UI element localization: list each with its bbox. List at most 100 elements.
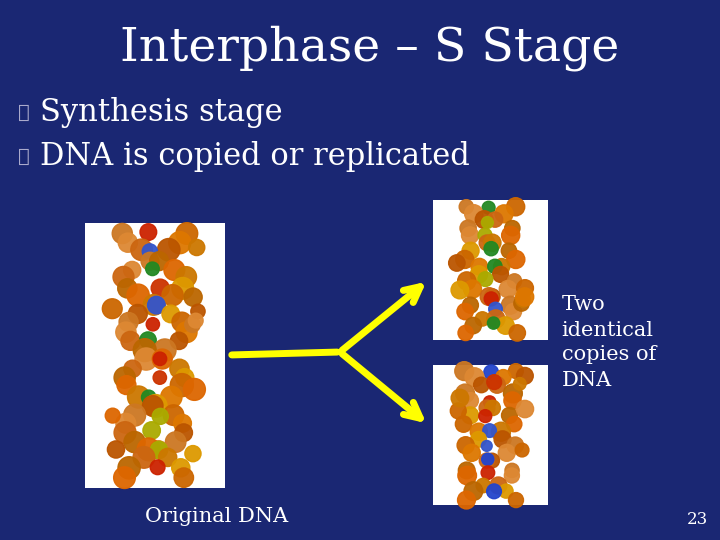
Circle shape	[161, 386, 182, 408]
Circle shape	[456, 251, 474, 268]
Circle shape	[501, 296, 519, 314]
Circle shape	[498, 444, 516, 461]
Circle shape	[505, 220, 520, 236]
Bar	[85, 222, 225, 488]
Circle shape	[464, 280, 482, 298]
Circle shape	[114, 467, 135, 489]
Bar	[433, 200, 547, 340]
Circle shape	[479, 410, 492, 423]
Circle shape	[507, 437, 523, 454]
Circle shape	[113, 266, 134, 287]
Circle shape	[462, 227, 479, 244]
Circle shape	[482, 217, 493, 228]
Circle shape	[487, 310, 505, 328]
Circle shape	[516, 292, 531, 307]
Circle shape	[143, 396, 163, 416]
Circle shape	[485, 453, 500, 468]
Circle shape	[508, 492, 523, 508]
Circle shape	[458, 325, 473, 341]
Circle shape	[176, 222, 198, 244]
Circle shape	[485, 289, 500, 305]
Circle shape	[495, 205, 513, 223]
Circle shape	[470, 266, 487, 283]
Circle shape	[479, 400, 495, 416]
Circle shape	[146, 318, 160, 331]
Circle shape	[141, 252, 159, 270]
Circle shape	[457, 303, 473, 320]
Circle shape	[480, 288, 498, 306]
Circle shape	[184, 288, 202, 306]
Circle shape	[482, 441, 492, 451]
Circle shape	[143, 422, 161, 439]
Circle shape	[176, 322, 197, 342]
Circle shape	[127, 386, 150, 408]
Circle shape	[153, 352, 166, 366]
Circle shape	[117, 376, 136, 395]
Circle shape	[487, 484, 501, 499]
Circle shape	[176, 267, 197, 287]
Circle shape	[163, 405, 184, 426]
Circle shape	[471, 431, 487, 447]
Circle shape	[124, 360, 141, 377]
Circle shape	[464, 205, 483, 223]
Circle shape	[475, 211, 493, 228]
Circle shape	[517, 280, 534, 296]
Circle shape	[475, 312, 490, 326]
Circle shape	[127, 284, 149, 306]
Circle shape	[158, 239, 180, 261]
Circle shape	[499, 280, 516, 298]
Circle shape	[464, 482, 482, 501]
Circle shape	[144, 395, 167, 417]
Circle shape	[480, 235, 495, 251]
Circle shape	[462, 393, 478, 409]
Circle shape	[449, 255, 465, 271]
Circle shape	[482, 453, 494, 465]
Circle shape	[158, 448, 177, 467]
Circle shape	[505, 303, 521, 320]
Circle shape	[490, 477, 507, 494]
Circle shape	[451, 389, 469, 407]
Circle shape	[460, 220, 476, 237]
Circle shape	[148, 296, 165, 314]
Circle shape	[138, 438, 160, 461]
Circle shape	[516, 443, 529, 457]
Circle shape	[150, 460, 165, 475]
Circle shape	[480, 453, 495, 468]
Circle shape	[102, 299, 122, 319]
Circle shape	[484, 234, 501, 251]
Text: ✓: ✓	[18, 104, 30, 122]
Circle shape	[462, 242, 479, 259]
Circle shape	[487, 375, 502, 389]
Circle shape	[175, 424, 192, 442]
Circle shape	[482, 201, 495, 214]
Circle shape	[507, 198, 525, 216]
Circle shape	[484, 396, 496, 408]
Circle shape	[162, 305, 179, 323]
Circle shape	[484, 365, 498, 380]
Circle shape	[151, 279, 169, 297]
Circle shape	[121, 332, 140, 350]
Circle shape	[481, 466, 495, 480]
Circle shape	[114, 367, 135, 388]
Circle shape	[506, 416, 522, 432]
Circle shape	[176, 369, 194, 387]
Circle shape	[508, 363, 523, 379]
Circle shape	[502, 226, 520, 245]
Circle shape	[171, 374, 194, 397]
Circle shape	[164, 260, 185, 280]
Circle shape	[107, 441, 125, 458]
Circle shape	[143, 294, 164, 315]
Circle shape	[494, 431, 511, 448]
Circle shape	[166, 432, 186, 453]
Circle shape	[174, 414, 192, 432]
Circle shape	[119, 313, 138, 332]
Circle shape	[456, 384, 474, 403]
Circle shape	[485, 292, 498, 306]
Circle shape	[140, 332, 156, 348]
Circle shape	[143, 244, 158, 259]
Circle shape	[489, 377, 505, 393]
Circle shape	[492, 266, 508, 282]
Circle shape	[450, 403, 467, 419]
Circle shape	[133, 339, 156, 362]
Circle shape	[170, 359, 189, 379]
